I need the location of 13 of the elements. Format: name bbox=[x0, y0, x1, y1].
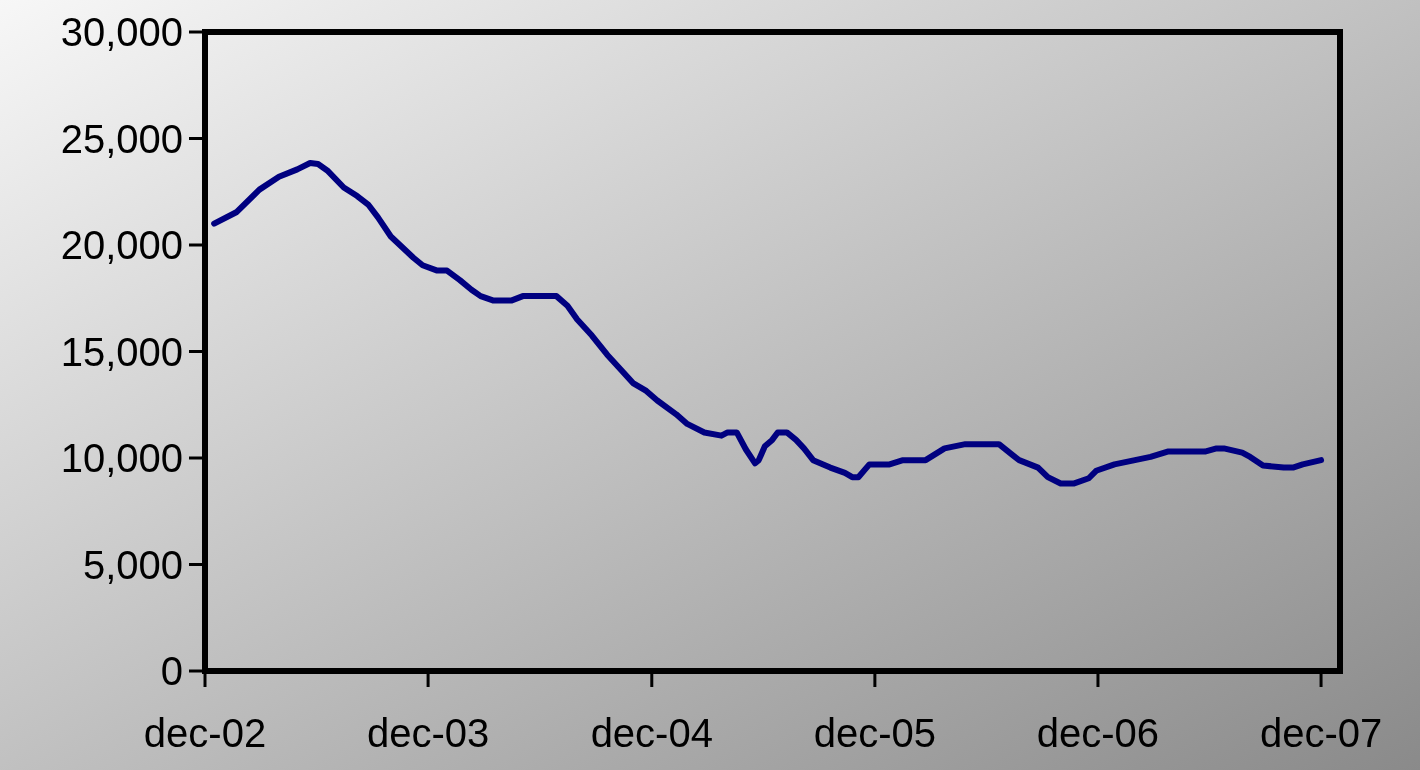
x-tick-label: dec-05 bbox=[813, 711, 937, 755]
y-tick-label: 20,000 bbox=[60, 223, 183, 267]
x-tick-label: dec-06 bbox=[1036, 711, 1160, 755]
x-tick-label: dec-04 bbox=[590, 711, 713, 755]
x-tick-label: dec-03 bbox=[366, 711, 490, 755]
y-tick-label: 30,000 bbox=[60, 10, 183, 54]
x-tick-label: dec-07 bbox=[1259, 711, 1383, 755]
y-tick-label: 25,000 bbox=[60, 116, 183, 161]
y-tick-label: 0 bbox=[160, 649, 183, 693]
y-tick-label: 5,000 bbox=[82, 542, 183, 587]
y-tick-label: 10,000 bbox=[60, 436, 183, 480]
y-tick-label: 15,000 bbox=[60, 329, 183, 374]
x-tick-label: dec-02 bbox=[143, 711, 267, 755]
